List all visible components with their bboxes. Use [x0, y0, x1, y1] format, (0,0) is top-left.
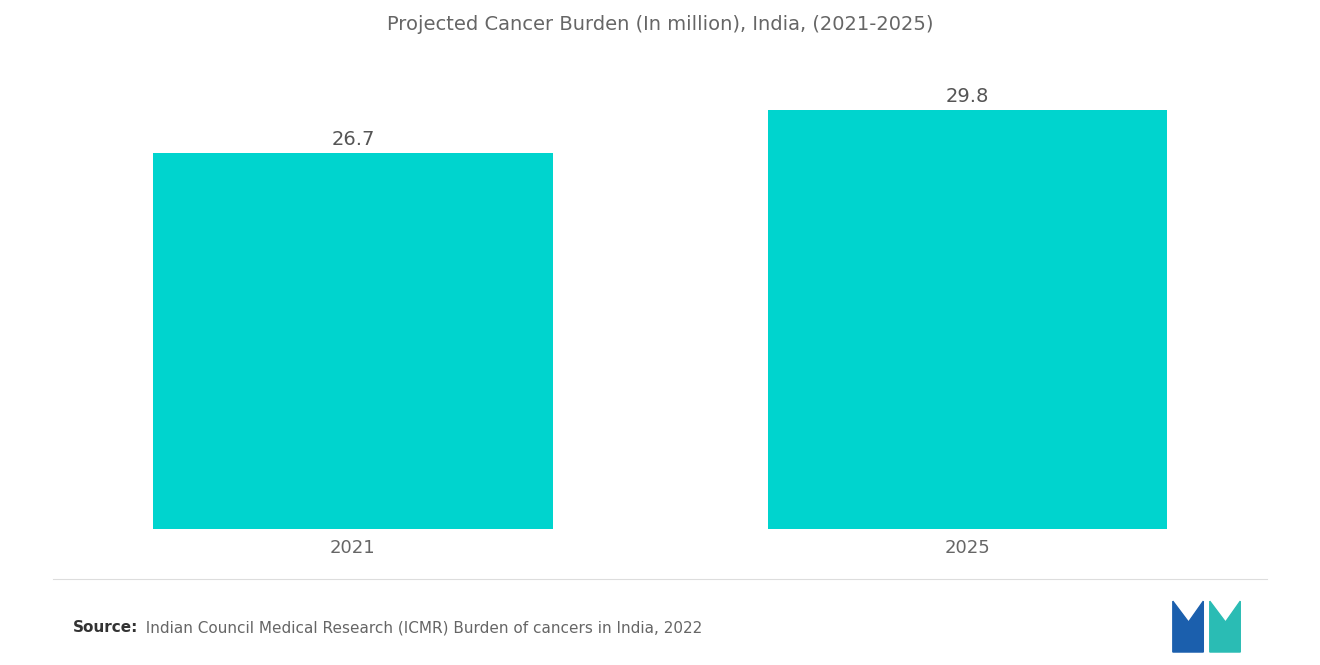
Bar [767, 110, 1167, 529]
Text: 26.7: 26.7 [331, 130, 375, 149]
Text: Source:: Source: [73, 620, 139, 635]
Polygon shape [1173, 601, 1204, 652]
Text: 29.8: 29.8 [945, 86, 989, 106]
Polygon shape [1210, 601, 1241, 652]
Text: Indian Council Medical Research (ICMR) Burden of cancers in India, 2022: Indian Council Medical Research (ICMR) B… [136, 620, 702, 635]
Bar [153, 154, 553, 529]
Title: Projected Cancer Burden (In million), India, (2021-2025): Projected Cancer Burden (In million), In… [387, 15, 933, 34]
